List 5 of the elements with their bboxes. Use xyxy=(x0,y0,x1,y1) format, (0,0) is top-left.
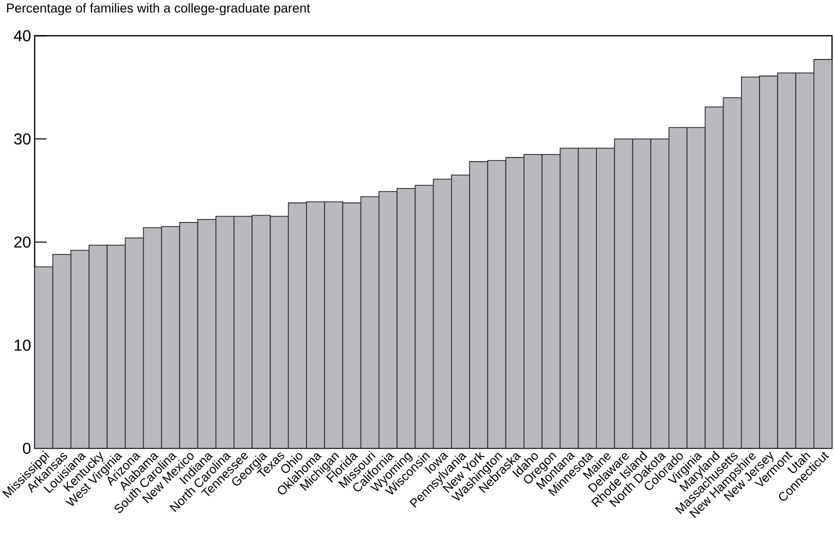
y-tick-label: 40 xyxy=(14,30,31,42)
y-tick-label: 30 xyxy=(14,133,31,145)
y-tick-label: 20 xyxy=(14,236,31,248)
y-tick-label: 10 xyxy=(14,340,31,351)
chart-title: Percentage of families with a college-graduate parent xyxy=(7,3,310,16)
